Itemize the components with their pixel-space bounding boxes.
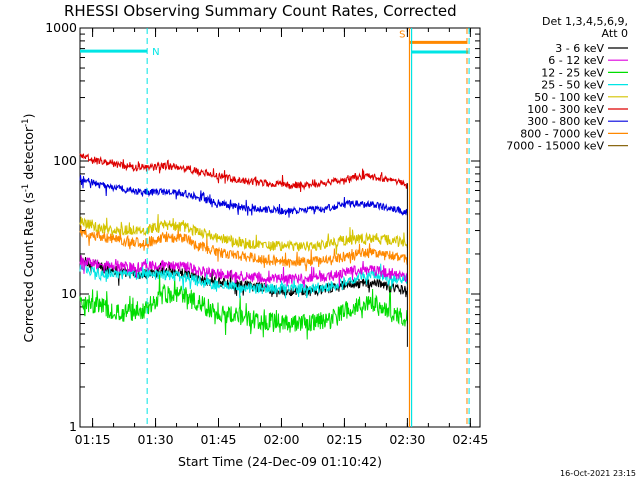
x-tick-label-0: 01:15	[75, 432, 111, 447]
series-line-4	[79, 214, 408, 255]
marker-label-S: S	[399, 29, 405, 40]
series-line-6	[79, 174, 408, 218]
axis-ticks: 1 10 100 1000 01:15 01:30 01:45 02:00 02:15 02:30…	[45, 20, 488, 447]
series-line-3	[79, 260, 408, 299]
legend-label-5: 100 - 300 keV	[527, 103, 604, 116]
generation-timestamp: 16-Oct-2021 23:15	[560, 469, 636, 478]
legend-header-line2: Att 0	[602, 27, 628, 40]
legend-label-2: 12 - 25 keV	[541, 66, 604, 79]
overlay-lines	[146, 28, 470, 427]
y-axis-label-part1: Corrected Count Rate (s	[21, 192, 36, 342]
x-axis-label: Start Time (24-Dec-09 01:10:42)	[178, 454, 382, 469]
x-tick-label-5: 02:30	[389, 432, 425, 447]
series-line-2	[79, 271, 408, 340]
y-axis-label: Corrected Count Rate (s-1 detector-1)	[21, 114, 36, 343]
x-tick-label-4: 02:15	[326, 432, 362, 447]
x-tick-label-2: 01:45	[200, 432, 236, 447]
legend-label-1: 6 - 12 keV	[548, 54, 604, 67]
y-tick-label-3: 1000	[45, 20, 77, 35]
legend-label-7: 800 - 7000 keV	[520, 127, 604, 140]
y-tick-label-1: 10	[61, 286, 77, 301]
legend-label-0: 3 - 6 keV	[555, 42, 604, 55]
legend-label-6: 300 - 800 keV	[527, 115, 604, 128]
x-tick-label-1: 01:30	[138, 432, 174, 447]
series-line-7	[79, 225, 408, 272]
plot-frame	[79, 27, 481, 428]
y-axis-label-sup1: -1	[21, 184, 31, 192]
marker-label-N: N	[152, 47, 159, 58]
legend-label-8: 7000 - 15000 keV	[506, 140, 604, 153]
y-tick-label-2: 100	[53, 153, 77, 168]
series-line-5	[79, 153, 408, 193]
chart-title: RHESSI Observing Summary Count Rates, Co…	[64, 2, 457, 20]
legend-header-line1: Det 1,3,4,5,6,9,	[542, 15, 628, 28]
x-tick-label-6: 02:45	[452, 432, 488, 447]
y-axis-label-sup2: -1	[21, 118, 31, 126]
series-line-1	[79, 255, 408, 288]
legend-label-3: 25 - 50 keV	[541, 79, 604, 92]
y-axis-label-part3: )	[21, 114, 36, 119]
y-axis-label-part2: detector	[21, 126, 36, 184]
legend-label-4: 50 - 100 keV	[534, 91, 604, 104]
attenuator-markers: NS	[80, 29, 469, 58]
x-tick-label-3: 02:00	[263, 432, 299, 447]
series-lines	[79, 153, 408, 340]
y-tick-label-0: 1	[69, 419, 77, 434]
